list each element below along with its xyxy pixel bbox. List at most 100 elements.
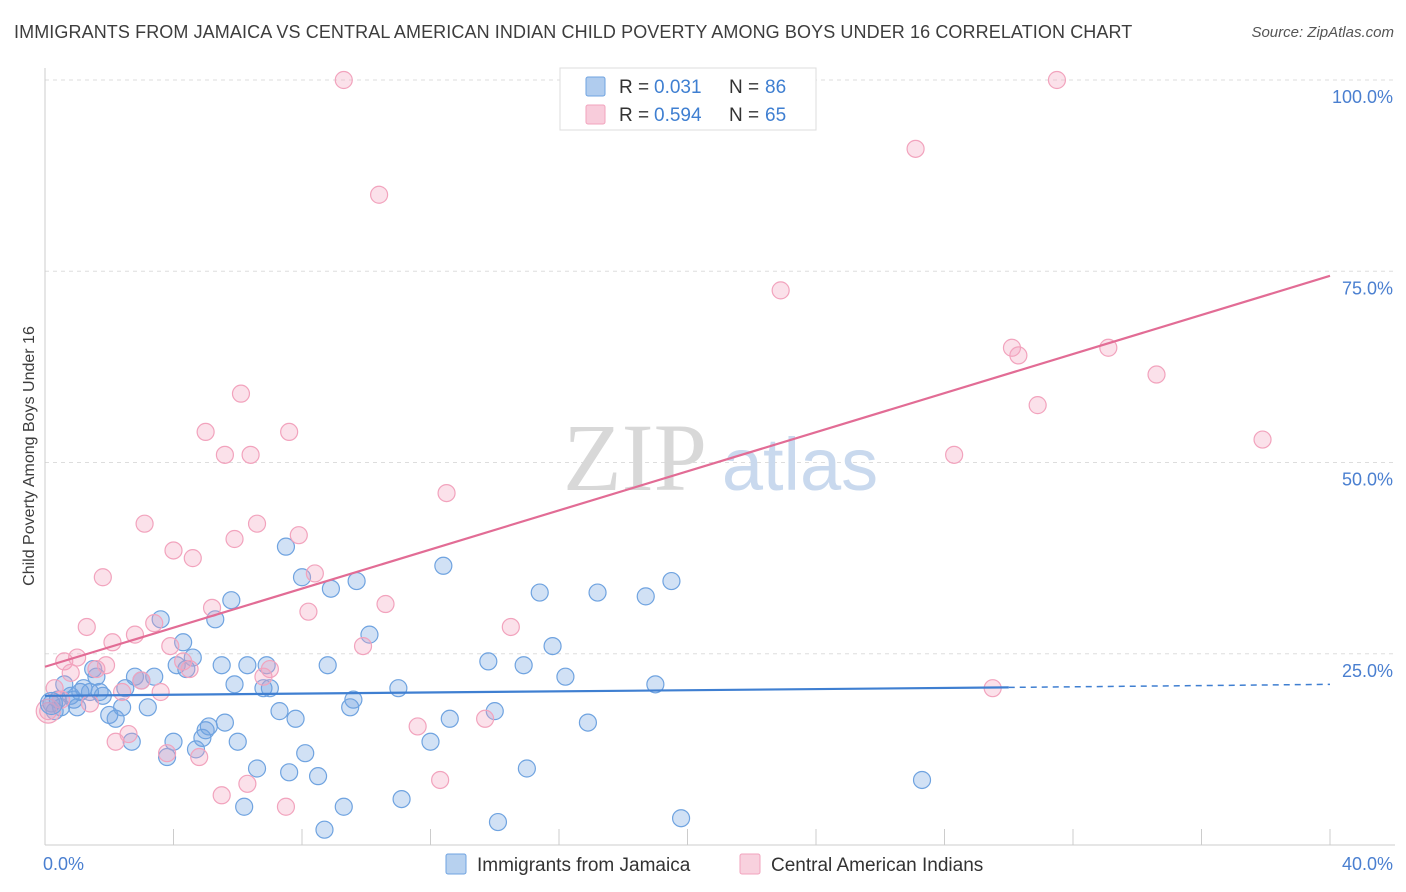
central-american-indian-point: [260, 659, 279, 679]
central-american-indian-point: [225, 529, 244, 549]
legend-swatch: [585, 76, 606, 97]
central-american-indian-point: [299, 602, 318, 621]
central-american-indian-trend-line: [44, 274, 1331, 668]
central-american-indian-point: [276, 797, 296, 816]
legend-r-label: R =: [619, 77, 649, 98]
central-american-indian-point: [180, 659, 199, 679]
jamaica-point: [260, 679, 279, 698]
central-american-indian-point: [353, 636, 373, 656]
jamaica-point: [308, 767, 328, 786]
central-american-indian-point: [771, 281, 790, 300]
jamaica-point: [206, 610, 225, 629]
jamaica-point: [315, 820, 334, 839]
series-legend-label: Immigrants from Jamaica: [477, 855, 691, 876]
central-american-indian-point: [161, 636, 180, 656]
jamaica-point: [421, 732, 440, 751]
jamaica-point: [225, 675, 244, 694]
series-legend-swatch: [739, 853, 761, 875]
jamaica-point: [215, 713, 234, 732]
central-american-indian-point: [151, 682, 170, 702]
jamaica-point: [321, 579, 341, 598]
central-american-indian-point: [1028, 396, 1047, 415]
jamaica-point: [286, 709, 305, 728]
central-american-indian-point: [196, 422, 215, 441]
central-american-indian-point: [376, 594, 395, 614]
gridlines: [45, 79, 1395, 655]
jamaica-point: [636, 587, 655, 606]
central-american-indian-point: [280, 422, 299, 441]
central-american-indian-point: [945, 445, 964, 464]
jamaica-point: [344, 690, 363, 709]
jamaica-point: [238, 656, 257, 675]
central-american-indian-point: [96, 656, 116, 675]
jamaica-point: [138, 698, 157, 717]
y-tick-labels: 25.0% 50.0% 75.0% 100.0%: [1332, 87, 1393, 681]
central-american-indian-point: [145, 614, 164, 633]
y-tick-label: 75.0%: [1342, 278, 1393, 298]
jamaica-point: [578, 713, 598, 732]
jamaica-point: [39, 691, 64, 716]
jamaica-point: [360, 625, 379, 644]
jamaica-point: [157, 747, 177, 767]
chart-title: IMMIGRANTS FROM JAMAICA VS CENTRAL AMERI…: [14, 22, 1133, 42]
central-american-indian-point: [61, 663, 80, 682]
legend-n-label: N =: [729, 77, 759, 98]
legend-swatch: [585, 104, 606, 125]
central-american-indian-point: [241, 445, 260, 464]
legend-n-value: 86: [765, 77, 786, 98]
source-label: Source: ZipAtlas.com: [1251, 24, 1394, 41]
jamaica-point: [543, 636, 562, 656]
jamaica-point: [296, 744, 315, 763]
jamaica-point: [112, 698, 132, 717]
jamaica-point: [106, 709, 125, 728]
central-american-indian-point: [157, 744, 177, 763]
jamaica-point: [514, 656, 533, 675]
central-american-indian-point: [212, 786, 231, 805]
central-american-indian-point: [1147, 365, 1166, 384]
central-american-indian-point: [305, 564, 324, 583]
jamaica-point: [646, 675, 665, 694]
central-american-indian-point: [183, 549, 202, 568]
central-american-indian-point: [77, 617, 96, 637]
central-american-indian-point: [190, 747, 209, 767]
central-american-indian-point: [437, 484, 456, 503]
central-american-indian-point: [39, 702, 58, 721]
jamaica-point: [228, 732, 247, 751]
jamaica-point: [164, 732, 183, 751]
jamaica-point: [392, 789, 411, 809]
jamaica-point: [662, 571, 681, 591]
legend-n-value: 65: [765, 105, 786, 126]
y-tick-label: 100.0%: [1332, 87, 1393, 107]
jamaica-point: [588, 583, 607, 602]
central-american-indian-point: [135, 514, 154, 533]
jamaica-point: [247, 759, 267, 778]
jamaica-point: [517, 759, 536, 778]
x-tick-label: 0.0%: [43, 854, 84, 874]
jamaica-point: [347, 571, 366, 591]
central-american-indian-point: [164, 541, 183, 560]
central-american-indian-point: [501, 617, 520, 637]
central-american-indian-point: [476, 709, 495, 728]
jamaica-point: [55, 675, 74, 694]
central-american-indian-point: [35, 698, 61, 724]
y-axis-label: Child Poverty Among Boys Under 16: [21, 326, 38, 586]
y-tick-label: 25.0%: [1342, 661, 1393, 681]
central-american-indian-point: [1047, 70, 1067, 90]
stats-legend: R = 0.031 N = 86 R = 0.594 N = 65: [559, 67, 817, 131]
jamaica-point: [276, 537, 296, 556]
axes: [44, 68, 1395, 846]
central-american-indian-point: [238, 774, 257, 793]
jamaica-point: [235, 797, 254, 816]
central-american-indian-point: [334, 70, 353, 90]
jamaica-point: [183, 648, 202, 667]
series-legend-swatch: [445, 853, 467, 875]
jamaica-point: [222, 591, 241, 610]
central-american-indian-point: [93, 568, 112, 587]
central-american-indian-point: [1253, 430, 1272, 449]
watermark-atlas: atlas: [722, 423, 878, 506]
central-american-indian-point: [289, 526, 308, 545]
trend-lines: [44, 274, 1331, 697]
jamaica-trend-extension: [1008, 683, 1331, 689]
jamaica-point: [199, 717, 218, 736]
central-american-indian-point: [119, 724, 138, 744]
